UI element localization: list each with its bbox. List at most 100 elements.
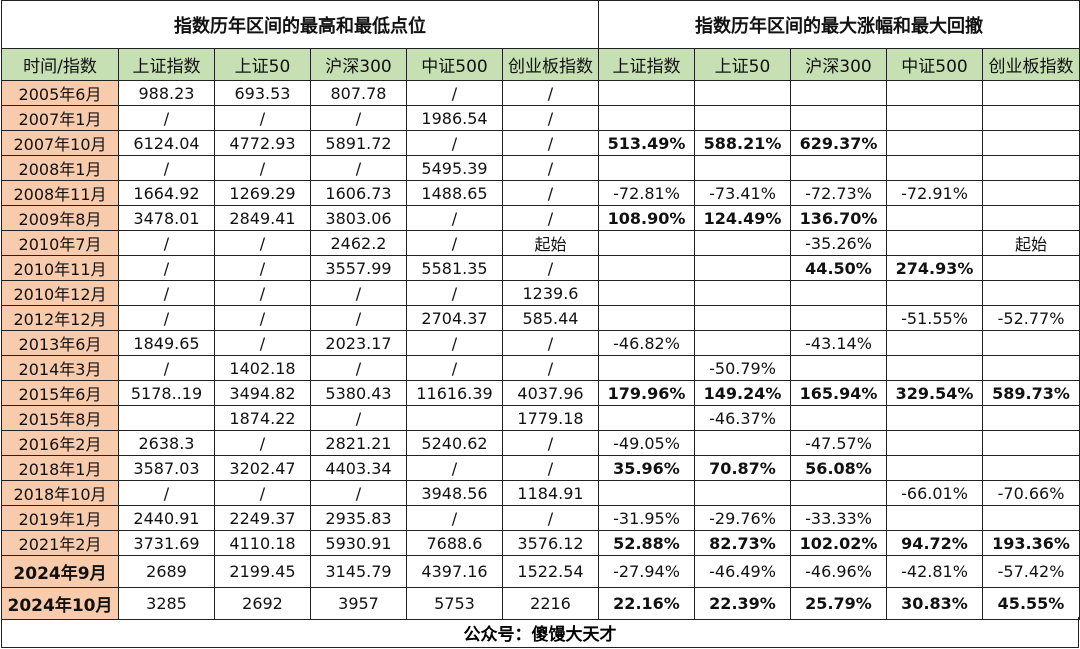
change-cell [886, 230, 983, 256]
table-row: 2018年1月 3587.03 3202.47 4403.34//35.96% 70.8… [1, 455, 1080, 481]
change-cell: -29.76% [694, 505, 791, 531]
level-cell: / [310, 405, 407, 431]
level-cell: 1402.18 [214, 355, 311, 381]
change-cell: -46.49% [694, 555, 791, 588]
change-cell: -33.33% [790, 505, 887, 531]
change-cell: 起始 [982, 230, 1080, 256]
level-cell: / [214, 255, 311, 281]
level-cell: 4397.16 [406, 555, 503, 588]
change-cell: -35.26% [790, 230, 887, 256]
level-cell: / [406, 80, 503, 106]
table-row: 2016年2月 2638.3/2821.21 5240.62/-49.05% -47.… [1, 430, 1080, 456]
level-cell: 2689 [118, 555, 215, 588]
level-cell: / [502, 80, 599, 106]
change-cell [694, 230, 791, 256]
level-cell: / [406, 355, 503, 381]
change-cell [790, 80, 887, 106]
table-row: 2015年6月 5178..19 3494.82 5380.43 11616.39 403… [1, 380, 1080, 406]
change-cell [982, 505, 1080, 531]
table-row: 2018年10月 / //3948.56 1184.91 -66.01% -70.66% [1, 480, 1080, 506]
row-date: 2014年3月 [1, 355, 119, 381]
change-cell [982, 430, 1080, 456]
change-cell [598, 255, 695, 281]
level-cell: 1239.6 [502, 280, 599, 306]
level-cell: 1522.54 [502, 555, 599, 588]
change-cell: 52.88% [598, 530, 695, 556]
change-cell [790, 280, 887, 306]
change-cell: 108.90% [598, 205, 695, 231]
table-row: 2010年7月 //2462.2/起始 -35.26% 起始 [1, 230, 1080, 256]
col-header: 中证500 [886, 48, 983, 81]
level-cell: 693.53 [214, 80, 311, 106]
level-cell: / [214, 480, 311, 506]
change-cell [982, 330, 1080, 356]
row-date: 2010年12月 [1, 280, 119, 306]
level-cell: 11616.39 [406, 380, 503, 406]
level-cell: 1986.54 [406, 105, 503, 131]
level-cell: 585.44 [502, 305, 599, 331]
level-cell: / [118, 305, 215, 331]
change-cell: -46.96% [790, 555, 887, 588]
level-cell: / [406, 205, 503, 231]
level-cell: 4772.93 [214, 130, 311, 156]
level-cell: / [502, 105, 599, 131]
change-cell [598, 355, 695, 381]
table-row: 2024年10月 3285 2692 3957 5753 2216 22.16% 22.39%… [1, 587, 1080, 620]
change-cell [982, 455, 1080, 481]
change-cell [694, 105, 791, 131]
table-row: 2007年1月 / //1986.54/ [1, 105, 1080, 131]
level-cell: / [118, 355, 215, 381]
row-date: 2024年10月 [1, 587, 119, 620]
level-cell: 1664.92 [118, 180, 215, 206]
level-cell: 2638.3 [118, 430, 215, 456]
level-cell: 1849.65 [118, 330, 215, 356]
change-cell [886, 355, 983, 381]
change-cell [982, 255, 1080, 281]
change-cell [982, 280, 1080, 306]
change-cell: 102.02% [790, 530, 887, 556]
change-cell [694, 155, 791, 181]
table-row: 2005年6月 988.23 693.53 807.78// [1, 80, 1080, 106]
change-cell [886, 430, 983, 456]
row-date: 2012年12月 [1, 305, 119, 331]
change-cell: -72.81% [598, 180, 695, 206]
col-header: 创业板指数 [982, 48, 1080, 81]
level-cell: 3731.69 [118, 530, 215, 556]
level-cell: / [406, 330, 503, 356]
change-cell [598, 155, 695, 181]
col-header: 创业板指数 [502, 48, 599, 81]
change-cell: 179.96% [598, 380, 695, 406]
level-cell: 3948.56 [406, 480, 503, 506]
table-row: 2014年3月/1402.18// / -50.79% [1, 355, 1080, 381]
change-cell [886, 155, 983, 181]
change-cell [982, 130, 1080, 156]
change-cell: 149.24% [694, 380, 791, 406]
row-date: 2007年1月 [1, 105, 119, 131]
table-row: 2010年12月 / / //1239.6 [1, 280, 1080, 306]
change-cell [694, 80, 791, 106]
time-header: 时间/指数 [1, 48, 119, 81]
row-date: 2024年9月 [1, 555, 119, 588]
level-cell: / [214, 155, 311, 181]
index-table: 指数历年区间的最高和最低点位 指数历年区间的最大涨幅和最大回撤 时间/指数 上证… [1, 0, 1080, 620]
level-cell: / [406, 230, 503, 256]
level-cell: 5240.62 [406, 430, 503, 456]
level-cell: / [406, 280, 503, 306]
change-cell: 329.54% [886, 380, 983, 406]
change-cell: -72.91% [886, 180, 983, 206]
table-row: 2008年1月 / //5495.39/ [1, 155, 1080, 181]
change-cell [886, 130, 983, 156]
row-date: 2013年6月 [1, 330, 119, 356]
level-cell: 1184.91 [502, 480, 599, 506]
row-date: 2018年10月 [1, 480, 119, 506]
level-cell: 3145.79 [310, 555, 407, 588]
level-cell: / [310, 155, 407, 181]
change-cell [982, 80, 1080, 106]
change-cell [694, 480, 791, 506]
change-cell: 124.49% [694, 205, 791, 231]
change-cell [886, 405, 983, 431]
level-cell: / [310, 480, 407, 506]
level-cell: 2704.37 [406, 305, 503, 331]
table-row: 2009年8月 3478.01 2849.41 3803.06//108.90% 124… [1, 205, 1080, 231]
level-cell: 988.23 [118, 80, 215, 106]
